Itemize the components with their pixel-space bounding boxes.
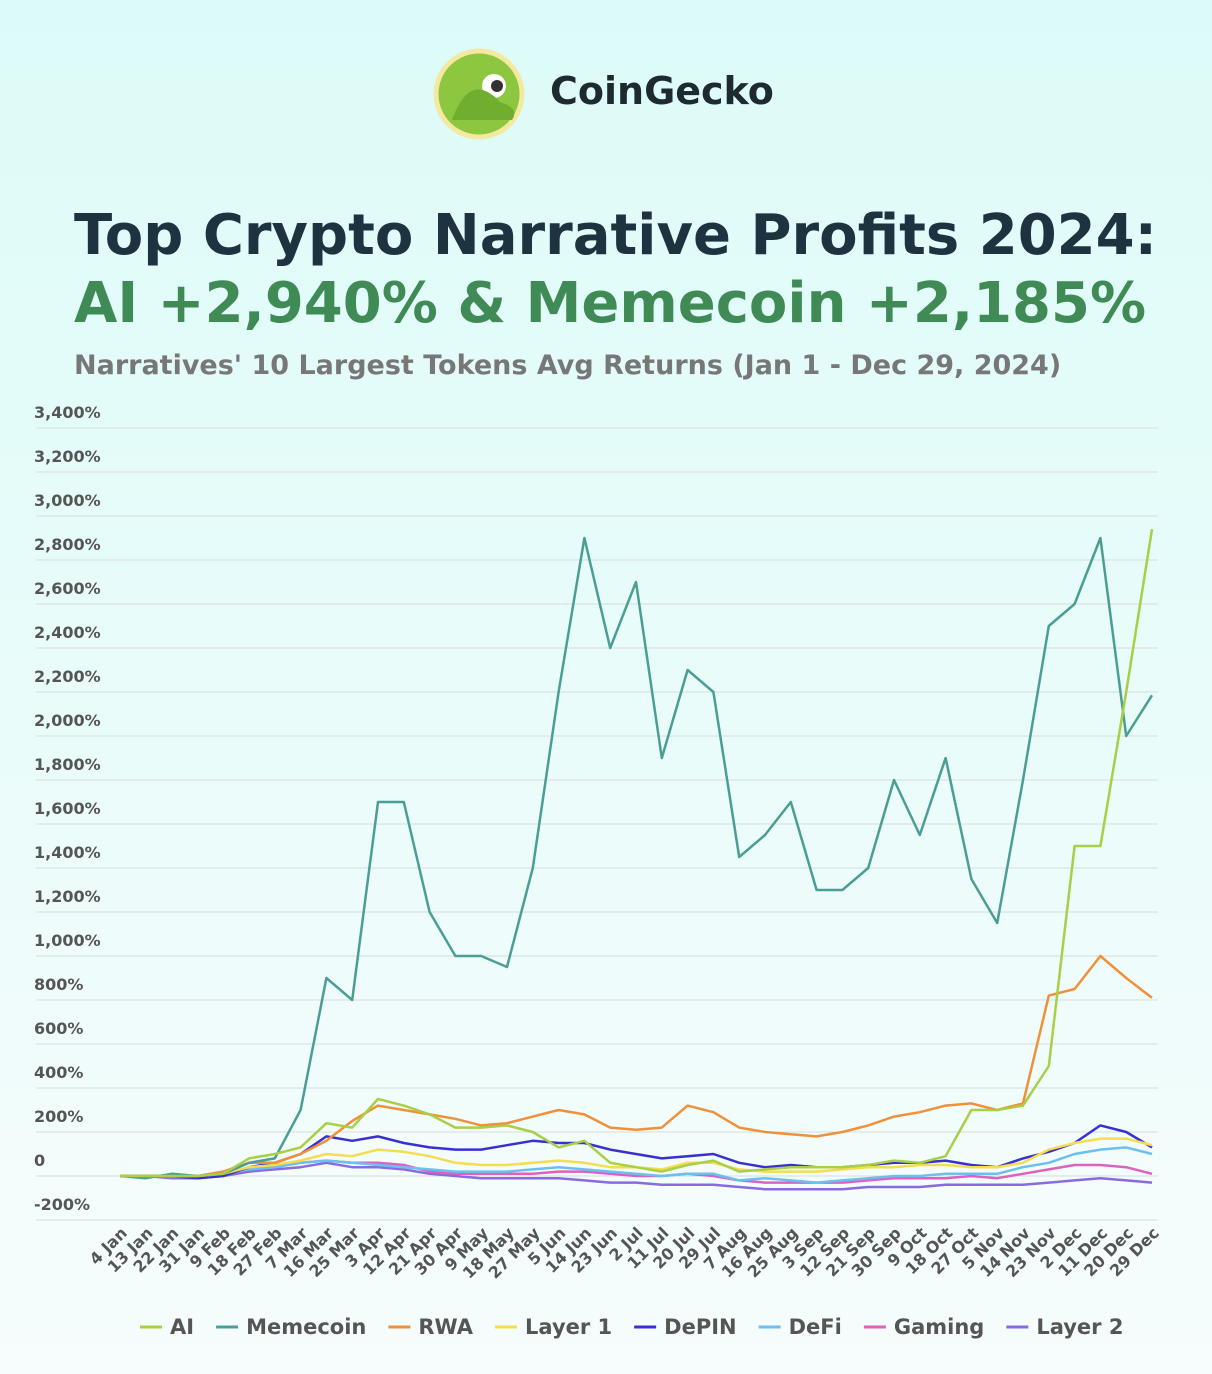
y-tick-label: 3,400% — [34, 403, 101, 422]
legend-label: RWA — [418, 1315, 473, 1339]
y-tick-label: 0 — [34, 1151, 45, 1170]
y-tick-label: 400% — [34, 1063, 83, 1082]
series-line — [120, 1161, 1153, 1191]
y-tick-label: -200% — [34, 1195, 90, 1214]
y-tick-label: 200% — [34, 1107, 83, 1126]
y-tick-label: 2,400% — [34, 623, 101, 642]
y-tick-label: 1,000% — [34, 931, 101, 950]
y-tick-label: 2,600% — [34, 579, 101, 598]
series-line — [120, 1146, 1153, 1184]
legend-label: Layer 2 — [1036, 1315, 1123, 1339]
y-tick-label: 1,200% — [34, 887, 101, 906]
legend: AI Memecoin RWA Layer 1 DePIN DeFi Gaming Layer… — [140, 1315, 1123, 1339]
series-line — [120, 529, 1154, 1178]
brand: CoinGecko — [550, 69, 774, 113]
legend-label: DePIN — [664, 1315, 736, 1339]
logo — [433, 48, 525, 140]
y-tick-label: 1,800% — [34, 755, 101, 774]
legend-label: AI — [170, 1315, 194, 1339]
subtitle: Narratives' 10 Largest Tokens Avg Return… — [74, 350, 1061, 381]
series-line — [119, 536, 1154, 1180]
y-tick-label: 3,200% — [34, 447, 101, 466]
y-tick-label: 600% — [34, 1019, 83, 1038]
y-tick-label: 2,200% — [34, 667, 101, 686]
y-tick-label: 3,000% — [34, 491, 101, 510]
y-tick-label: 2,000% — [34, 711, 101, 730]
legend-label: Layer 1 — [525, 1315, 612, 1339]
y-tick-label: 2,800% — [34, 535, 101, 554]
legend-label: Memecoin — [246, 1315, 366, 1339]
series-line — [120, 954, 1153, 1178]
legend-label: Gaming — [894, 1315, 984, 1339]
chart-title: Top Crypto Narrative Profits 2024: — [74, 203, 1157, 268]
y-tick-label: 800% — [34, 975, 83, 994]
y-tick-label: 1,400% — [34, 843, 101, 862]
legend-label: DeFi — [789, 1315, 842, 1339]
y-tick-label: 1,600% — [34, 799, 101, 818]
headline: AI +2,940% & Memecoin +2,185% — [74, 271, 1146, 336]
